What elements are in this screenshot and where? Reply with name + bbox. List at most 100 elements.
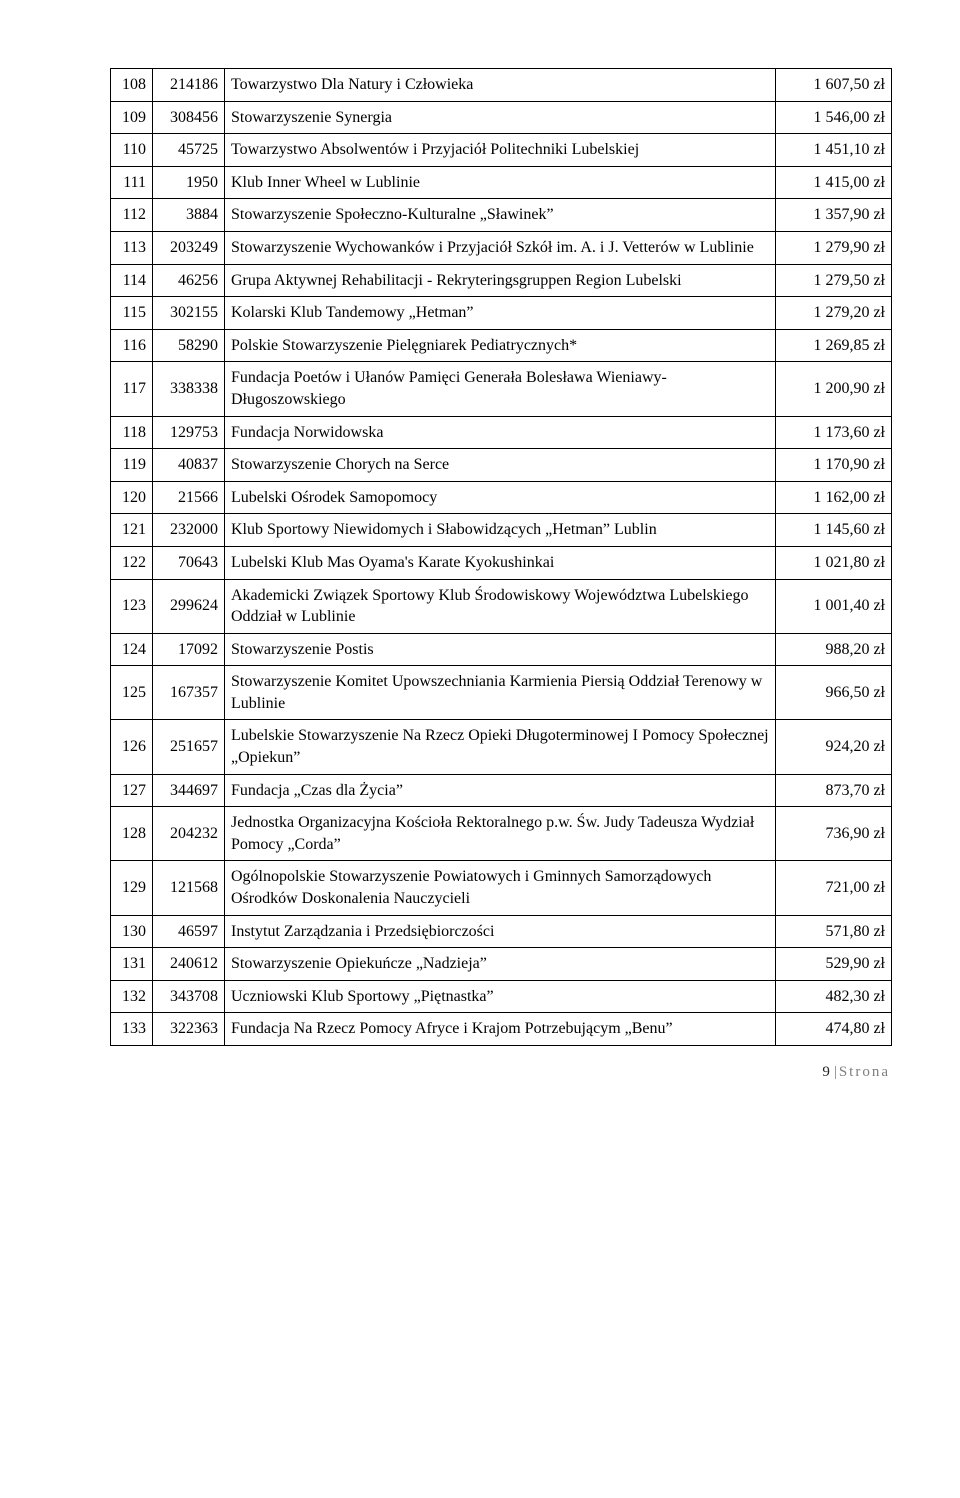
table-row: 109308456Stowarzyszenie Synergia1 546,00… — [111, 101, 892, 134]
page-container: 108214186Towarzystwo Dla Natury i Człowi… — [0, 0, 960, 1121]
row-name: Stowarzyszenie Społeczno-Kulturalne „Sła… — [225, 199, 776, 232]
table-row: 11658290Polskie Stowarzyszenie Pielęgnia… — [111, 329, 892, 362]
row-amount: 529,90 zł — [776, 948, 892, 981]
table-row: 1123884Stowarzyszenie Społeczno-Kultural… — [111, 199, 892, 232]
table-row: 131240612Stowarzyszenie Opiekuńcze „Nadz… — [111, 948, 892, 981]
row-code: 299624 — [153, 579, 225, 633]
row-amount: 1 021,80 zł — [776, 546, 892, 579]
row-name: Stowarzyszenie Postis — [225, 633, 776, 666]
row-number: 119 — [111, 449, 153, 482]
row-code: 58290 — [153, 329, 225, 362]
row-code: 167357 — [153, 666, 225, 720]
row-number: 114 — [111, 264, 153, 297]
row-code: 302155 — [153, 297, 225, 330]
row-number: 111 — [111, 166, 153, 199]
row-name: Stowarzyszenie Komitet Upowszechniania K… — [225, 666, 776, 720]
page-number: 9 — [822, 1064, 830, 1080]
row-name: Polskie Stowarzyszenie Pielęgniarek Pedi… — [225, 329, 776, 362]
table-row: 11446256Grupa Aktywnej Rehabilitacji - R… — [111, 264, 892, 297]
row-amount: 1 173,60 zł — [776, 416, 892, 449]
row-name: Towarzystwo Dla Natury i Człowieka — [225, 69, 776, 102]
table-row: 115302155Kolarski Klub Tandemowy „Hetman… — [111, 297, 892, 330]
row-amount: 966,50 zł — [776, 666, 892, 720]
row-code: 1950 — [153, 166, 225, 199]
row-name: Fundacja „Czas dla Życia” — [225, 774, 776, 807]
table-row: 113203249Stowarzyszenie Wychowanków i Pr… — [111, 231, 892, 264]
row-amount: 1 451,10 zł — [776, 134, 892, 167]
row-number: 124 — [111, 633, 153, 666]
row-number: 117 — [111, 362, 153, 416]
table-row: 128204232Jednostka Organizacyjna Kościoł… — [111, 807, 892, 861]
row-amount: 1 279,20 zł — [776, 297, 892, 330]
row-number: 127 — [111, 774, 153, 807]
row-code: 129753 — [153, 416, 225, 449]
row-code: 203249 — [153, 231, 225, 264]
row-code: 17092 — [153, 633, 225, 666]
row-name: Lubelskie Stowarzyszenie Na Rzecz Opieki… — [225, 720, 776, 774]
row-amount: 1 200,90 zł — [776, 362, 892, 416]
row-number: 118 — [111, 416, 153, 449]
row-code: 121568 — [153, 861, 225, 915]
row-amount: 1 269,85 zł — [776, 329, 892, 362]
data-table: 108214186Towarzystwo Dla Natury i Człowi… — [110, 68, 892, 1046]
row-number: 116 — [111, 329, 153, 362]
row-number: 109 — [111, 101, 153, 134]
table-row: 125167357Stowarzyszenie Komitet Upowszec… — [111, 666, 892, 720]
row-code: 46597 — [153, 915, 225, 948]
table-row: 108214186Towarzystwo Dla Natury i Człowi… — [111, 69, 892, 102]
row-amount: 1 170,90 zł — [776, 449, 892, 482]
row-amount: 1 546,00 zł — [776, 101, 892, 134]
row-code: 214186 — [153, 69, 225, 102]
table-row: 11940837Stowarzyszenie Chorych na Serce1… — [111, 449, 892, 482]
row-number: 108 — [111, 69, 153, 102]
table-row: 13046597Instytut Zarządzania i Przedsięb… — [111, 915, 892, 948]
row-code: 308456 — [153, 101, 225, 134]
row-number: 121 — [111, 514, 153, 547]
table-row: 132343708Uczniowski Klub Sportowy „Piętn… — [111, 980, 892, 1013]
row-name: Lubelski Klub Mas Oyama's Karate Kyokush… — [225, 546, 776, 579]
row-code: 344697 — [153, 774, 225, 807]
table-row: 117338338Fundacja Poetów i Ułanów Pamięc… — [111, 362, 892, 416]
table-row: 127344697Fundacja „Czas dla Życia”873,70… — [111, 774, 892, 807]
row-number: 130 — [111, 915, 153, 948]
row-name: Fundacja Na Rzecz Pomocy Afryce i Krajom… — [225, 1013, 776, 1046]
row-name: Instytut Zarządzania i Przedsiębiorczośc… — [225, 915, 776, 948]
table-row: 12270643Lubelski Klub Mas Oyama's Karate… — [111, 546, 892, 579]
row-code: 322363 — [153, 1013, 225, 1046]
row-code: 240612 — [153, 948, 225, 981]
row-amount: 1 607,50 zł — [776, 69, 892, 102]
row-amount: 1 279,90 zł — [776, 231, 892, 264]
row-amount: 873,70 zł — [776, 774, 892, 807]
table-row: 126251657Lubelskie Stowarzyszenie Na Rze… — [111, 720, 892, 774]
row-amount: 1 001,40 zł — [776, 579, 892, 633]
row-code: 204232 — [153, 807, 225, 861]
row-number: 126 — [111, 720, 153, 774]
table-row: 1111950Klub Inner Wheel w Lublinie1 415,… — [111, 166, 892, 199]
row-name: Akademicki Związek Sportowy Klub Środowi… — [225, 579, 776, 633]
row-name: Stowarzyszenie Opiekuńcze „Nadzieja” — [225, 948, 776, 981]
row-name: Jednostka Organizacyjna Kościoła Rektora… — [225, 807, 776, 861]
row-number: 123 — [111, 579, 153, 633]
row-number: 115 — [111, 297, 153, 330]
row-amount: 988,20 zł — [776, 633, 892, 666]
row-code: 70643 — [153, 546, 225, 579]
row-name: Fundacja Poetów i Ułanów Pamięci Generał… — [225, 362, 776, 416]
row-name: Klub Sportowy Niewidomych i Słabowidzący… — [225, 514, 776, 547]
row-name: Ogólnopolskie Stowarzyszenie Powiatowych… — [225, 861, 776, 915]
row-amount: 924,20 zł — [776, 720, 892, 774]
row-amount: 571,80 zł — [776, 915, 892, 948]
row-code: 338338 — [153, 362, 225, 416]
table-row: 12021566Lubelski Ośrodek Samopomocy1 162… — [111, 481, 892, 514]
row-amount: 1 162,00 zł — [776, 481, 892, 514]
row-name: Stowarzyszenie Wychowanków i Przyjaciół … — [225, 231, 776, 264]
table-row: 118129753Fundacja Norwidowska1 173,60 zł — [111, 416, 892, 449]
row-code: 343708 — [153, 980, 225, 1013]
row-amount: 1 415,00 zł — [776, 166, 892, 199]
row-code: 251657 — [153, 720, 225, 774]
footer-word: Strona — [839, 1064, 890, 1080]
table-row: 129121568Ogólnopolskie Stowarzyszenie Po… — [111, 861, 892, 915]
row-name: Lubelski Ośrodek Samopomocy — [225, 481, 776, 514]
row-name: Fundacja Norwidowska — [225, 416, 776, 449]
row-code: 3884 — [153, 199, 225, 232]
row-name: Stowarzyszenie Synergia — [225, 101, 776, 134]
